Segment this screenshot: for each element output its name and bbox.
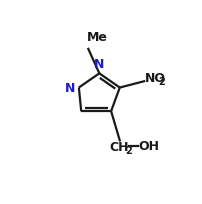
Text: CH: CH (109, 141, 128, 153)
Text: NO: NO (145, 71, 165, 84)
Text: 2: 2 (158, 77, 164, 87)
Text: OH: OH (138, 140, 159, 153)
Text: N: N (94, 57, 104, 70)
Text: N: N (65, 82, 75, 95)
Text: 2: 2 (125, 145, 131, 155)
Text: Me: Me (86, 31, 107, 44)
